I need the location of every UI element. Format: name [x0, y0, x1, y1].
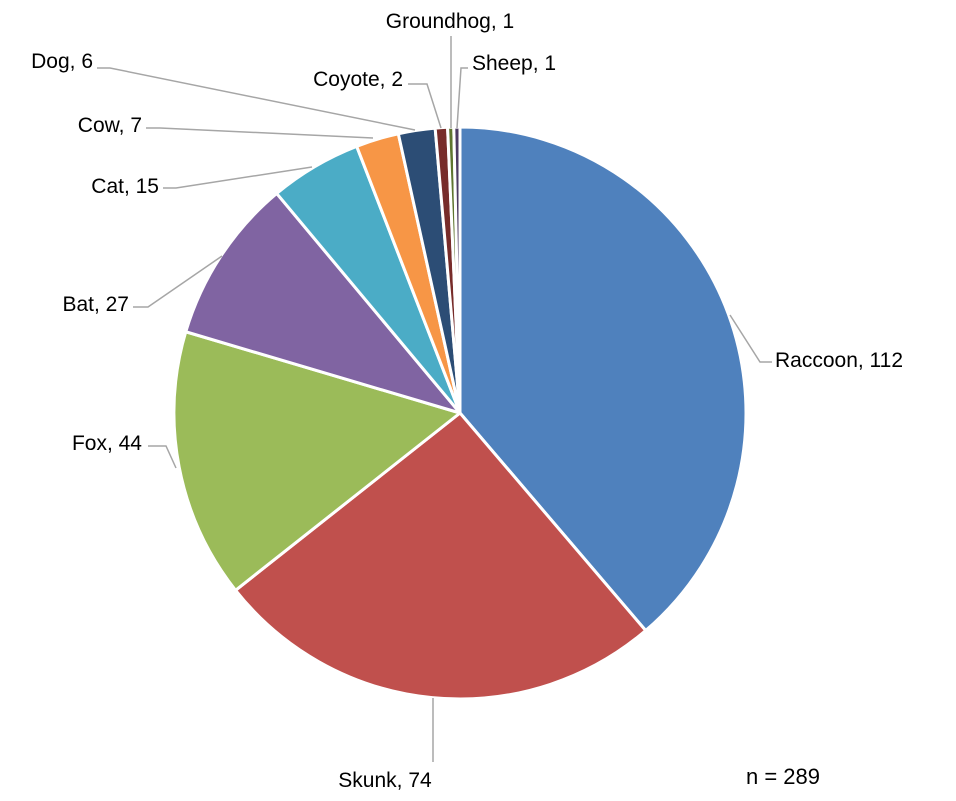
data-label-raccoon: Raccoon, 112	[775, 349, 903, 372]
pie-slices	[172, 125, 748, 701]
data-label-sheep: Sheep, 1	[472, 52, 556, 75]
leader-line-sheep	[456, 67, 468, 129]
leader-line-cat	[163, 166, 313, 189]
data-label-dog: Dog, 6	[31, 50, 93, 73]
leader-line-bat	[133, 255, 223, 308]
leader-lines	[97, 36, 772, 762]
leader-line-fox	[148, 445, 177, 469]
data-label-fox: Fox, 44	[72, 432, 142, 455]
leader-line-cow	[146, 127, 374, 139]
pie-slice-fox	[172, 330, 462, 592]
pie-slice-skunk	[234, 411, 648, 701]
data-label-skunk: Skunk, 74	[338, 769, 432, 792]
data-label-groundhog: Groundhog, 1	[386, 10, 514, 33]
data-labels: Raccoon, 112 Skunk, 74 Fox, 44 Bat, 27 Cat, …	[31, 10, 903, 792]
data-label-cat: Cat, 15	[91, 175, 159, 198]
leader-line-coyote	[408, 83, 442, 129]
pie-slice-raccoon	[458, 125, 748, 633]
data-label-bat: Bat, 27	[62, 293, 129, 316]
leader-line-dog	[97, 67, 416, 131]
data-label-cow: Cow, 7	[78, 114, 142, 137]
data-label-coyote: Coyote, 2	[313, 68, 403, 91]
leader-line-raccoon	[729, 314, 772, 363]
sample-size-note: n = 289	[746, 764, 821, 789]
